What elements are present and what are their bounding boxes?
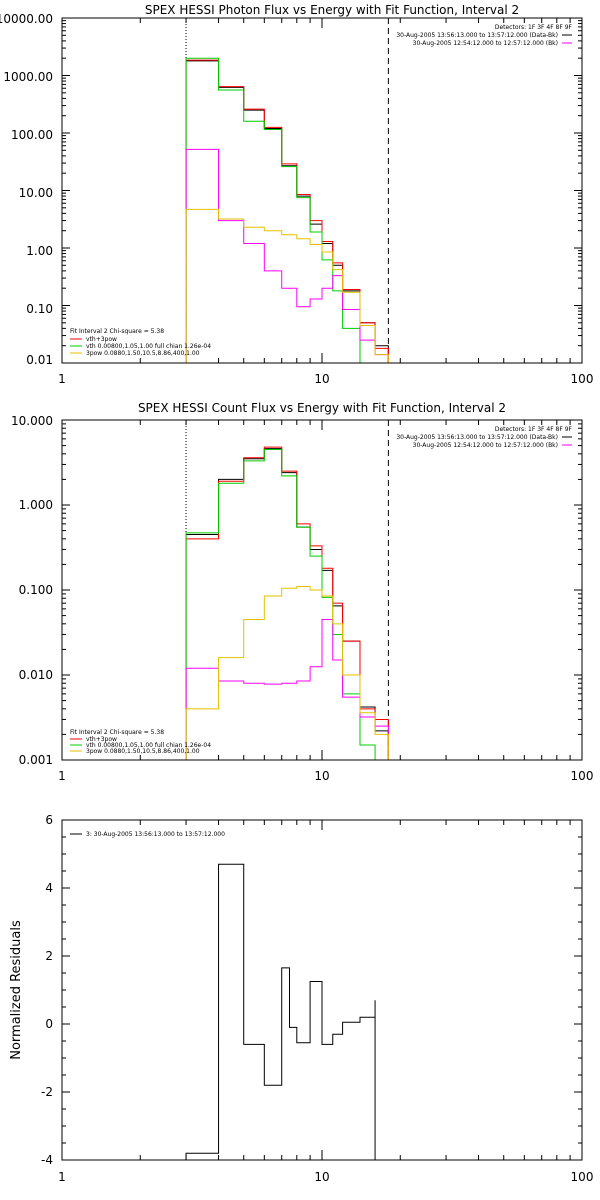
panel3-xtick-2: 100 <box>571 1170 594 1184</box>
panel1-title: SPEX HESSI Photon Flux vs Energy with Fi… <box>145 3 519 17</box>
residuals-frame <box>61 819 583 1161</box>
panel3-ytick-5: 6 <box>45 813 53 827</box>
panel3-xtick-1: 10 <box>314 1170 329 1184</box>
panel3-ytick-2: 0 <box>45 1017 53 1031</box>
count-flux-panel: SPEX HESSI Count Flux vs Energy with Fit… <box>11 401 593 783</box>
panel2-ytick-3: 1.000 <box>19 498 53 512</box>
panel3-ytick-1: -2 <box>41 1085 53 1099</box>
panel3-xtick-0: 1 <box>58 1170 66 1184</box>
panel2-xtick-1: 10 <box>314 769 329 783</box>
panel1-legend-bk: 30-Aug-2005 12:54:12.000 to 12:57:12.000… <box>413 40 558 47</box>
panel2-ytick-1: 0.010 <box>19 668 53 682</box>
count-flux-frame <box>61 419 583 761</box>
panel1-legend-header: Detectors: 1F 3F 4F 8F 9F <box>495 24 573 31</box>
panel2-xtick-2: 100 <box>571 769 594 783</box>
panel3-ytick-4: 4 <box>45 881 53 895</box>
panel2-legend-bk: 30-Aug-2005 12:54:12.000 to 12:57:12.000… <box>413 442 558 449</box>
panel1-xtick-1: 10 <box>314 372 329 386</box>
panel2-legend-header: Detectors: 1F 3F 4F 8F 9F <box>495 426 573 433</box>
panel1-xtick-2: 100 <box>571 372 594 386</box>
residuals-marks <box>61 819 582 1161</box>
panel1-ytick-1: 0.10 <box>26 302 53 316</box>
panel3-ytick-3: 2 <box>45 949 53 963</box>
panel3-ytick-0: -4 <box>41 1153 53 1167</box>
panel1-ytick-6: 10000.00 <box>0 12 53 26</box>
panel3-legend: 3: 30-Aug-2005 13:56:13.000 to 13:57:12.… <box>86 831 225 838</box>
panel1-ytick-0: 0.01 <box>26 353 53 367</box>
panel2-fit-legend-1: vth+3pow <box>86 736 117 743</box>
photon-flux-panel: SPEX HESSI Photon Flux vs Energy with Fi… <box>0 3 593 386</box>
panel2-fit-text: Fit Interval 2 Chi-square = 5.38 <box>70 729 164 736</box>
panel2-series-4 <box>185 585 389 760</box>
panel1-fit-legend-1: vth+3pow <box>86 336 117 343</box>
residuals-panel: -4 -2 0 2 4 6 1 10 100 Normalized Residu… <box>9 813 593 1184</box>
panel2-fit-legend-2: vth 0.00800,1.05,1.00 full chian 1.26e-0… <box>86 742 211 749</box>
panel2-xtick-0: 1 <box>58 769 66 783</box>
photon-flux-frame <box>61 17 583 364</box>
panel1-legend-data: 30-Aug-2005 13:56:13.000 to 13:57:12.000… <box>396 32 558 39</box>
panel1-xtick-0: 1 <box>58 372 66 386</box>
photon-flux-marks <box>61 17 582 364</box>
panel1-fit-legend-2: vth 0.00800,1.05,1.00 full chian 1.26e-0… <box>86 343 211 350</box>
panel1-series-4 <box>185 208 389 363</box>
panel1-ytick-4: 100.00 <box>11 128 53 142</box>
panel2-title: SPEX HESSI Count Flux vs Energy with Fit… <box>138 401 506 415</box>
panel3-series-0 <box>185 863 376 1160</box>
panel1-ytick-3: 10.00 <box>19 186 53 200</box>
panel2-legend-data: 30-Aug-2005 13:56:13.000 to 13:57:12.000… <box>396 434 558 441</box>
panel2-fit-legend-3: 3pow 0.0880,1.50,10.5,8.86,400,1.00 <box>86 748 200 755</box>
panel2-series-3 <box>185 618 389 760</box>
panel1-ytick-5: 1000.00 <box>3 70 53 84</box>
panel2-ytick-2: 0.100 <box>19 583 53 597</box>
panel1-ytick-2: 1.00 <box>26 244 53 258</box>
panel3-ylabel: Normalized Residuals <box>9 920 24 1060</box>
panel1-series-2 <box>185 57 389 364</box>
panel2-ytick-0: 0.001 <box>19 753 53 767</box>
panel2-ytick-4: 10.000 <box>11 414 53 428</box>
panel1-fit-legend-3: 3pow 0.0880,1.50,10.5,8.86,400,1.00 <box>86 350 200 357</box>
panel1-fit-text: Fit Interval 2 Chi-square = 5.38 <box>70 328 164 335</box>
